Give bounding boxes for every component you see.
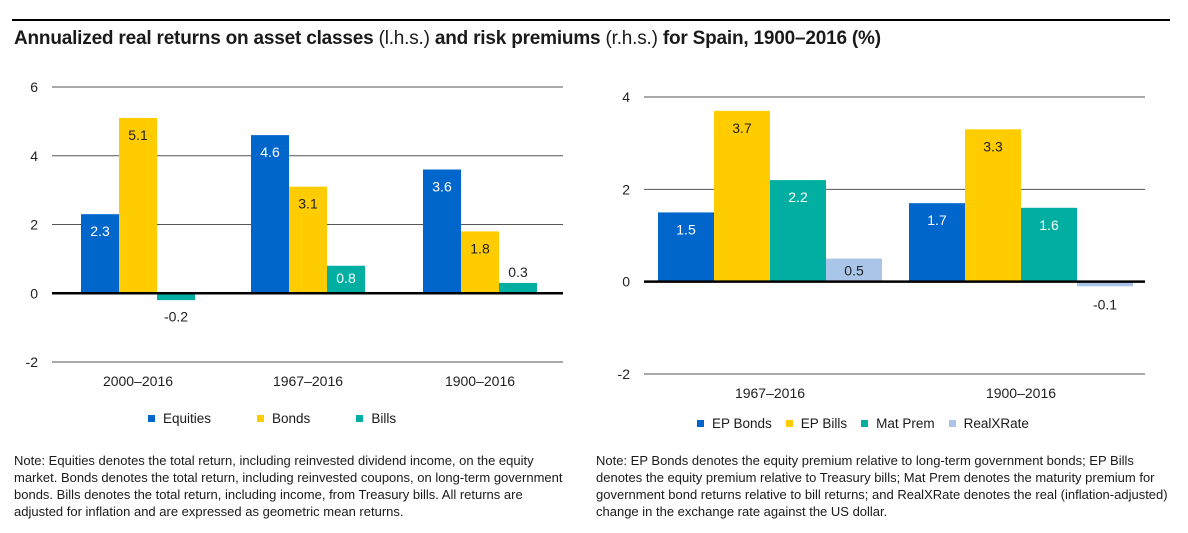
bar-bills xyxy=(327,265,365,294)
data-label: 3.7 xyxy=(732,120,752,136)
legend-swatch xyxy=(785,420,793,427)
left-legend: Equities Bonds Bills xyxy=(148,411,396,426)
legend-label: Equities xyxy=(163,411,212,426)
y-tick-label: 4 xyxy=(30,148,38,164)
bar-equities xyxy=(251,135,289,294)
legend-label: Bonds xyxy=(272,411,311,426)
bar-bonds xyxy=(289,186,327,294)
legend-swatch xyxy=(148,415,155,422)
title-part-5: for Spain, 1900–2016 (%) xyxy=(657,28,881,49)
bar-bills xyxy=(499,282,537,294)
x-category-label: 1900–2016 xyxy=(445,373,515,389)
legend-label: EP Bonds xyxy=(712,416,772,431)
data-label: 1.5 xyxy=(676,221,696,237)
legend-item-equities: Equities xyxy=(148,411,211,426)
legend-item-bills: Bills xyxy=(356,411,396,426)
data-label: 3.1 xyxy=(298,196,318,212)
top-rule xyxy=(12,19,1170,21)
bar-ep-bills xyxy=(714,110,770,282)
data-label: 1.6 xyxy=(1039,217,1059,233)
legend-swatch xyxy=(948,420,956,427)
bar-realxrate xyxy=(1077,281,1133,287)
legend-label: RealXRate xyxy=(963,416,1029,431)
legend-item-mat-prem: Mat Prem xyxy=(861,416,935,431)
bar-bills xyxy=(157,293,195,301)
legend-swatch xyxy=(356,415,364,422)
data-label: 5.1 xyxy=(128,127,148,143)
data-label: 1.8 xyxy=(470,240,490,256)
bar-mat-prem xyxy=(770,180,826,282)
y-tick-label: 2 xyxy=(622,181,630,197)
x-category-label: 1967–2016 xyxy=(273,373,343,389)
legend-swatch xyxy=(257,415,265,422)
x-category-label: 1967–2016 xyxy=(735,385,805,401)
bar-equities xyxy=(423,169,461,294)
title-part-3: and risk premiums xyxy=(429,28,606,49)
left-note: Note: Equities denotes the total return,… xyxy=(14,453,563,519)
legend-item-bonds: Bonds xyxy=(257,411,310,426)
y-tick-label: -2 xyxy=(26,354,39,370)
bar-bonds xyxy=(461,231,499,294)
data-label: 4.6 xyxy=(260,144,280,160)
y-tick-label: 0 xyxy=(622,274,630,290)
right-legend: EP Bonds EP Bills Mat Prem RealXRate xyxy=(697,416,1029,431)
bar-mat-prem xyxy=(1021,207,1077,282)
data-label: 2.2 xyxy=(788,189,808,205)
y-tick-label: 4 xyxy=(622,89,630,105)
data-label: 0.5 xyxy=(844,263,864,279)
bar-equities xyxy=(81,214,119,294)
legend-label: Mat Prem xyxy=(876,416,935,431)
legend-item-ep-bonds: EP Bonds xyxy=(697,416,772,431)
y-tick-label: 0 xyxy=(30,285,38,301)
data-label: 0.8 xyxy=(336,270,356,286)
data-label: 3.6 xyxy=(432,179,452,195)
legend-label: EP Bills xyxy=(800,416,848,431)
y-tick-label: -2 xyxy=(618,366,631,382)
data-label: -0.1 xyxy=(1093,297,1117,313)
legend-swatch xyxy=(697,420,704,427)
data-label: -0.2 xyxy=(164,308,188,324)
right-note: Note: EP Bonds denotes the equity premiu… xyxy=(596,453,1168,519)
y-tick-label: 2 xyxy=(30,217,38,233)
x-category-label: 1900–2016 xyxy=(986,385,1056,401)
bar-ep-bonds xyxy=(909,203,965,282)
legend-label: Bills xyxy=(371,411,397,426)
x-category-label: 2000–2016 xyxy=(103,373,173,389)
bar-ep-bills xyxy=(965,129,1021,282)
title-rhs-tag: (r.h.s.) xyxy=(605,28,658,49)
legend-item-ep-bills: EP Bills xyxy=(785,416,848,431)
y-tick-label: 6 xyxy=(30,79,38,95)
right-chart-premiums: 4 2 0 -2 1.5 3.7 2.2 0.5 1967–2016 1.7 3.3 1.6 -0.1 1… xyxy=(618,89,1145,401)
data-label: 1.7 xyxy=(927,212,947,228)
data-label: 2.3 xyxy=(90,223,110,239)
data-label: 3.3 xyxy=(983,138,1003,154)
title-part-1: Annualized real returns on asset classes xyxy=(14,28,379,49)
title-lhs-tag: (l.h.s.) xyxy=(378,28,430,49)
legend-swatch xyxy=(861,420,869,427)
bar-realxrate xyxy=(826,258,882,282)
legend-item-realxrate: RealXRate xyxy=(948,416,1029,431)
page-title: Annualized real returns on asset classes… xyxy=(14,28,881,50)
left-chart-returns: 6 4 2 0 -2 2.3 5.1 -0.2 2000–2016 4.6 3.1 0.8 1967–2… xyxy=(26,79,563,389)
bar-bonds xyxy=(119,117,157,294)
data-label: 0.3 xyxy=(508,264,528,280)
bar-ep-bonds xyxy=(658,212,714,282)
